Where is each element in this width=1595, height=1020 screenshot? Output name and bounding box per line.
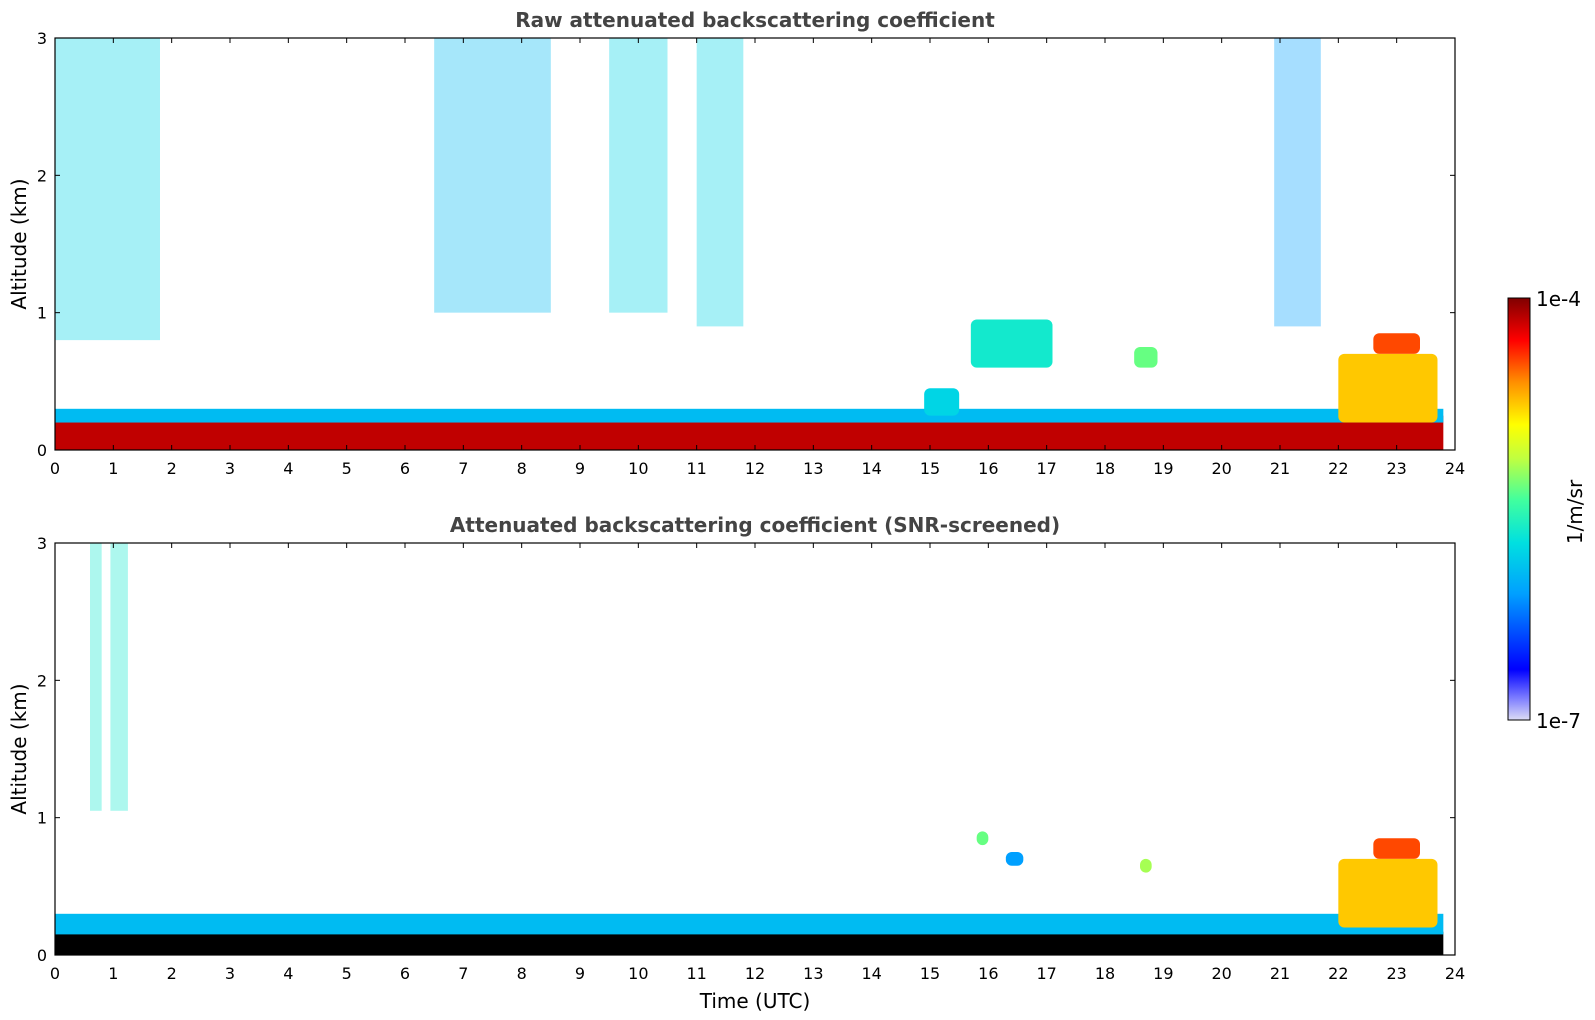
x-tick-label: 0 xyxy=(50,964,60,983)
x-tick-label: 21 xyxy=(1270,459,1290,478)
x-tick-label: 14 xyxy=(861,964,881,983)
x-tick-label: 14 xyxy=(861,459,881,478)
x-axis-label: Time (UTC) xyxy=(699,989,811,1013)
x-tick-label: 4 xyxy=(283,964,293,983)
colorbar-gradient xyxy=(1507,297,1531,721)
x-tick-label: 5 xyxy=(342,459,352,478)
heatmap-feature-cloud-0-7 xyxy=(970,319,1053,368)
x-tick-label: 13 xyxy=(803,964,823,983)
x-tick-label: 7 xyxy=(458,964,468,983)
panel-raw-title: Raw attenuated backscattering coefficien… xyxy=(515,8,995,32)
y-axis-label-screened: Altitude (km) xyxy=(7,683,31,814)
x-tick-label: 17 xyxy=(1036,964,1056,983)
x-tick-label: 18 xyxy=(1095,459,1115,478)
heatmap-feature-noise-plume-0-6 xyxy=(1274,38,1321,327)
plot-area-screened xyxy=(55,543,1444,955)
y-axis-label-raw: Altitude (km) xyxy=(7,178,31,309)
x-tick-label: 17 xyxy=(1036,459,1056,478)
colorbar-min-label: 1e-7 xyxy=(1536,709,1581,733)
x-tick-label: 3 xyxy=(225,459,235,478)
x-tick-label: 9 xyxy=(575,459,585,478)
heatmap-feature-cloud-1-4 xyxy=(976,831,989,846)
y-axis-screened: 0 1 2 3 xyxy=(37,534,1455,965)
heatmap-feature-noise-plume-0-3 xyxy=(434,38,551,313)
heatmap-feature-cloud-0-9 xyxy=(1373,333,1420,354)
x-tick-label: 20 xyxy=(1211,964,1231,983)
plot-area-raw xyxy=(55,38,1444,450)
y-tick-label: 2 xyxy=(37,166,47,185)
x-axis-raw: 0 1 2 3 4 5 6 7 8 9 10 11 12 13 14 15 16 17 18 19 20 21 22 23 24 xyxy=(50,38,1465,478)
panel-raw: Raw attenuated backscattering coefficien… xyxy=(7,8,1465,478)
x-tick-label: 18 xyxy=(1095,964,1115,983)
x-tick-label: 19 xyxy=(1153,964,1173,983)
x-tick-label: 3 xyxy=(225,964,235,983)
x-tick-label: 13 xyxy=(803,459,823,478)
x-tick-label: 22 xyxy=(1328,964,1348,983)
x-tick-label: 7 xyxy=(458,459,468,478)
x-tick-label: 24 xyxy=(1445,459,1465,478)
heatmap-feature-cloud-0-8 xyxy=(1134,347,1158,368)
y-tick-label: 3 xyxy=(37,534,47,553)
x-tick-label: 10 xyxy=(628,964,648,983)
x-axis-screened: 0 1 2 3 4 5 6 7 8 9 10 11 12 13 14 15 16 17 18 19 20 21 22 23 24 xyxy=(50,543,1465,983)
x-tick-label: 15 xyxy=(920,459,940,478)
heatmap-feature-noise-plume-0-4 xyxy=(609,38,668,313)
heatmap-feature-screened-plume-1-3 xyxy=(110,543,128,811)
plot-frame-raw xyxy=(54,37,1456,451)
x-tick-label: 0 xyxy=(50,459,60,478)
plot-frame-screened xyxy=(54,542,1456,956)
colorbar-unit-label: 1/m/sr xyxy=(1563,479,1587,544)
x-tick-label: 15 xyxy=(920,964,940,983)
heatmap-feature-noise-plume-0-2 xyxy=(55,38,160,341)
heatmap-feature-noise-plume-0-5 xyxy=(696,38,744,327)
x-tick-label: 9 xyxy=(575,964,585,983)
heatmap-feature-screened-plume-1-2 xyxy=(90,543,102,811)
x-tick-label: 22 xyxy=(1328,459,1348,478)
x-tick-label: 16 xyxy=(978,964,998,983)
x-tick-label: 11 xyxy=(686,964,706,983)
x-tick-label: 23 xyxy=(1386,964,1406,983)
colorbar: 1e-4 1e-7 1/m/sr xyxy=(1507,287,1587,733)
y-axis-raw: 0 1 2 3 xyxy=(37,29,1455,460)
x-tick-label: 5 xyxy=(342,964,352,983)
heatmap-feature-saturated-layer-1-0 xyxy=(55,931,1444,955)
y-tick-label: 3 xyxy=(37,29,47,48)
x-tick-label: 8 xyxy=(517,964,527,983)
heatmap-feature-cloud-0-10 xyxy=(1338,353,1438,423)
x-tick-label: 10 xyxy=(628,459,648,478)
x-tick-label: 24 xyxy=(1445,964,1465,983)
x-tick-label: 6 xyxy=(400,964,410,983)
x-tick-label: 16 xyxy=(978,459,998,478)
y-tick-label: 0 xyxy=(37,946,47,965)
panel-screened: Attenuated backscattering coefficient (S… xyxy=(7,513,1465,1013)
x-tick-label: 12 xyxy=(745,964,765,983)
x-tick-label: 6 xyxy=(400,459,410,478)
x-tick-label: 2 xyxy=(167,459,177,478)
panel-screened-title: Attenuated backscattering coefficient (S… xyxy=(450,513,1060,537)
heatmap-feature-cloud-1-8 xyxy=(1338,858,1438,928)
heatmap-feature-aerosol-top-0-1 xyxy=(55,408,1444,423)
heatmap-feature-cloud-1-5 xyxy=(1005,852,1024,866)
x-tick-label: 12 xyxy=(745,459,765,478)
x-tick-label: 21 xyxy=(1270,964,1290,983)
heatmap-feature-cloud-1-7 xyxy=(1373,838,1420,859)
x-tick-label: 4 xyxy=(283,459,293,478)
y-tick-label: 1 xyxy=(37,304,47,323)
x-tick-label: 23 xyxy=(1386,459,1406,478)
x-tick-label: 11 xyxy=(686,459,706,478)
y-tick-label: 0 xyxy=(37,441,47,460)
heatmap-feature-cloud-1-6 xyxy=(1140,858,1152,873)
x-tick-label: 1 xyxy=(108,459,118,478)
x-tick-label: 20 xyxy=(1211,459,1231,478)
y-tick-label: 1 xyxy=(37,809,47,828)
x-tick-label: 19 xyxy=(1153,459,1173,478)
y-tick-label: 2 xyxy=(37,671,47,690)
colorbar-max-label: 1e-4 xyxy=(1536,287,1581,311)
x-tick-label: 2 xyxy=(167,964,177,983)
heatmap-feature-aerosol-top-1-1 xyxy=(55,913,1444,935)
x-tick-label: 1 xyxy=(108,964,118,983)
heatmap-feature-aerosol-bump-0-11 xyxy=(924,388,960,416)
x-tick-label: 8 xyxy=(517,459,527,478)
